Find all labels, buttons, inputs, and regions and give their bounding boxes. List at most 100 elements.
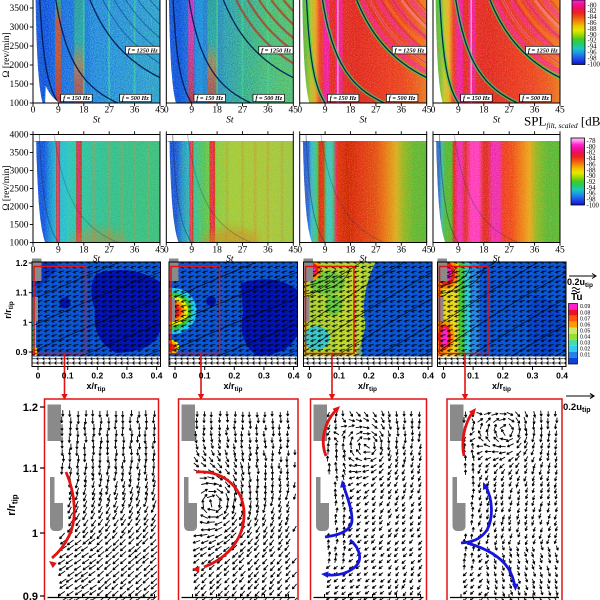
svg-text:f = 150 Hz: f = 150 Hz xyxy=(330,95,357,102)
svg-text:-96: -96 xyxy=(587,191,597,198)
svg-text:Ω [rev/min]: Ω [rev/min] xyxy=(2,165,12,210)
svg-text:18: 18 xyxy=(212,106,222,116)
svg-text:f = 500 Hz: f = 500 Hz xyxy=(389,95,416,102)
svg-text:-92: -92 xyxy=(588,38,598,45)
svg-text:45: 45 xyxy=(555,246,565,256)
svg-text:9: 9 xyxy=(189,106,194,116)
svg-text:-92: -92 xyxy=(587,179,597,186)
svg-text:0.07: 0.07 xyxy=(580,316,590,322)
svg-text:18: 18 xyxy=(479,106,489,116)
svg-text:0: 0 xyxy=(431,246,436,256)
svg-text:0.4: 0.4 xyxy=(288,371,300,381)
svg-text:f = 500 Hz: f = 500 Hz xyxy=(122,95,149,102)
svg-text:-88: -88 xyxy=(587,167,597,174)
svg-text:9: 9 xyxy=(56,246,61,256)
svg-text:1000: 1000 xyxy=(10,239,29,249)
svg-text:0.1: 0.1 xyxy=(467,371,479,381)
svg-text:0.03: 0.03 xyxy=(580,341,590,347)
svg-text:4000: 4000 xyxy=(10,131,29,141)
svg-text:0: 0 xyxy=(431,106,436,116)
svg-text:0.3: 0.3 xyxy=(258,371,270,381)
svg-text:0: 0 xyxy=(164,246,169,256)
svg-text:18: 18 xyxy=(79,106,89,116)
svg-text:1.2: 1.2 xyxy=(16,258,28,268)
svg-text:0: 0 xyxy=(297,246,302,256)
svg-text:3000: 3000 xyxy=(10,167,29,177)
svg-text:9: 9 xyxy=(456,246,461,256)
svg-text:0.3: 0.3 xyxy=(392,371,404,381)
svg-text:9: 9 xyxy=(323,106,328,116)
svg-text:0: 0 xyxy=(297,106,302,116)
svg-text:36: 36 xyxy=(397,106,407,116)
svg-text:27: 27 xyxy=(104,106,114,116)
svg-text:1: 1 xyxy=(23,317,28,327)
svg-text:Ω [rev/min]: Ω [rev/min] xyxy=(2,32,12,77)
svg-text:0.2: 0.2 xyxy=(363,371,375,381)
svg-text:SPLfilt, scaled [dB]: SPLfilt, scaled [dB] xyxy=(524,114,600,131)
svg-text:0: 0 xyxy=(307,371,312,381)
svg-text:1000: 1000 xyxy=(10,99,29,109)
svg-text:0: 0 xyxy=(173,371,178,381)
svg-text:St: St xyxy=(493,116,501,126)
svg-text:f = 150 Hz: f = 150 Hz xyxy=(63,95,90,102)
svg-text:0: 0 xyxy=(441,371,446,381)
svg-text:0.2: 0.2 xyxy=(228,371,240,381)
svg-text:1.2: 1.2 xyxy=(23,402,38,414)
svg-text:0.9: 0.9 xyxy=(16,347,28,357)
svg-text:0.3: 0.3 xyxy=(527,371,539,381)
svg-text:0.05: 0.05 xyxy=(580,328,590,334)
svg-text:18: 18 xyxy=(479,246,489,256)
svg-text:0.09: 0.09 xyxy=(580,304,590,310)
svg-text:45: 45 xyxy=(289,106,299,116)
svg-text:27: 27 xyxy=(504,246,514,256)
svg-text:0.4: 0.4 xyxy=(422,371,434,381)
svg-text:45: 45 xyxy=(289,246,299,256)
svg-text:0.06: 0.06 xyxy=(580,322,590,328)
svg-text:1500: 1500 xyxy=(10,221,29,231)
svg-text:2000: 2000 xyxy=(10,203,29,213)
svg-text:0.04: 0.04 xyxy=(580,334,590,340)
svg-text:0: 0 xyxy=(31,246,36,256)
svg-text:36: 36 xyxy=(130,246,140,256)
svg-text:f = 1250 Hz: f = 1250 Hz xyxy=(128,47,158,54)
svg-text:-84: -84 xyxy=(587,156,597,163)
svg-text:36: 36 xyxy=(263,106,273,116)
svg-text:-88: -88 xyxy=(588,26,598,33)
svg-text:9: 9 xyxy=(456,106,461,116)
svg-text:2500: 2500 xyxy=(10,185,29,195)
svg-text:27: 27 xyxy=(238,246,248,256)
svg-text:-86: -86 xyxy=(588,20,598,27)
svg-text:0: 0 xyxy=(36,371,41,381)
svg-text:3000: 3000 xyxy=(10,23,29,33)
svg-text:0: 0 xyxy=(164,106,169,116)
svg-text:St: St xyxy=(360,255,368,265)
svg-text:0.1: 0.1 xyxy=(333,371,345,381)
svg-text:45: 45 xyxy=(422,106,432,116)
svg-text:36: 36 xyxy=(130,106,140,116)
svg-text:St: St xyxy=(93,116,101,126)
svg-text:-80: -80 xyxy=(588,2,598,9)
svg-text:0.08: 0.08 xyxy=(580,310,590,316)
svg-text:-98: -98 xyxy=(587,197,597,204)
svg-text:1.1: 1.1 xyxy=(23,463,38,475)
svg-text:36: 36 xyxy=(397,246,407,256)
svg-text:-96: -96 xyxy=(588,50,598,57)
svg-text:0.02: 0.02 xyxy=(580,347,590,353)
svg-text:0.01: 0.01 xyxy=(580,353,590,359)
svg-text:f = 150 Hz: f = 150 Hz xyxy=(196,95,223,102)
svg-text:1: 1 xyxy=(32,528,38,540)
svg-text:-100: -100 xyxy=(588,61,600,68)
svg-text:-94: -94 xyxy=(587,185,597,192)
svg-text:0: 0 xyxy=(31,106,36,116)
svg-text:1.1: 1.1 xyxy=(16,288,28,298)
svg-text:-100: -100 xyxy=(587,203,600,210)
svg-text:-98: -98 xyxy=(588,55,598,62)
svg-text:27: 27 xyxy=(504,106,514,116)
svg-text:-80: -80 xyxy=(587,144,597,151)
svg-text:0.4: 0.4 xyxy=(151,371,163,381)
svg-text:St: St xyxy=(93,255,101,265)
svg-text:18: 18 xyxy=(79,246,89,256)
svg-text:-82: -82 xyxy=(587,150,597,157)
svg-text:0.2: 0.2 xyxy=(497,371,509,381)
svg-text:9: 9 xyxy=(56,106,61,116)
